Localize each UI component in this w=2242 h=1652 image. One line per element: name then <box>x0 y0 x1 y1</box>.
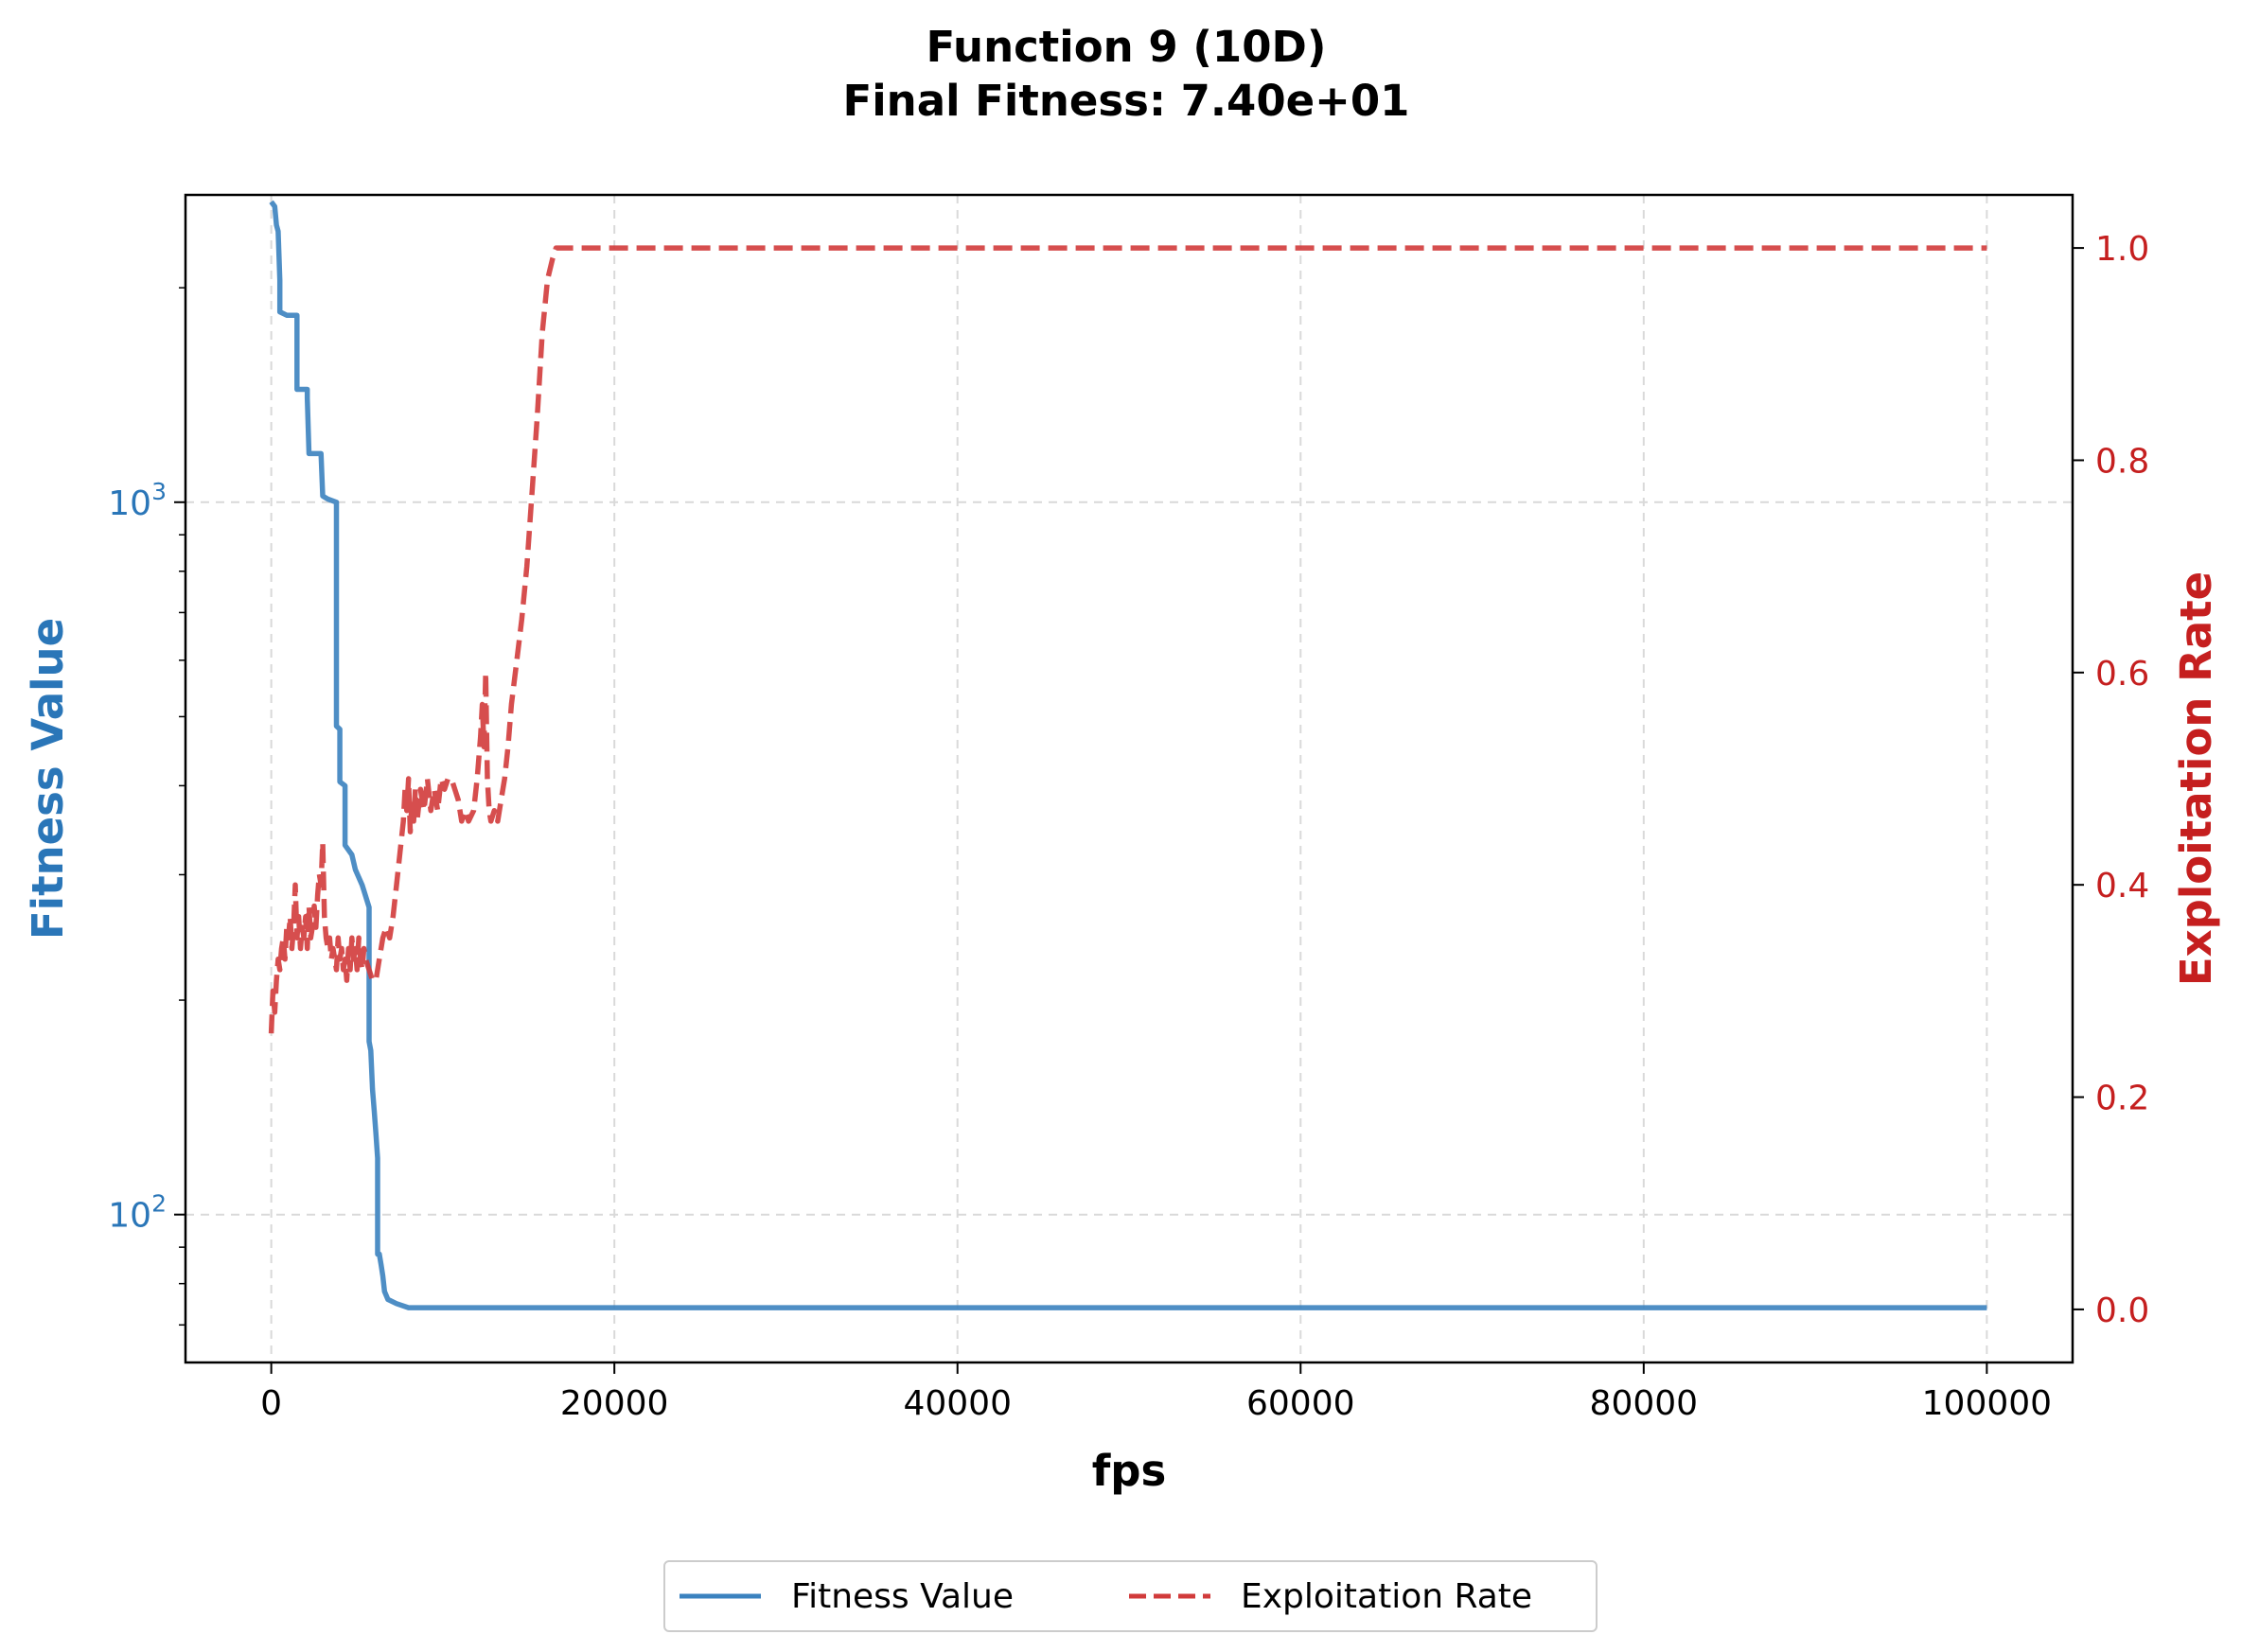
y-right-tick-label: 0.8 <box>2095 442 2149 481</box>
x-tick-label: 40000 <box>903 1384 1012 1423</box>
y-right-tick-label: 0.0 <box>2095 1292 2149 1330</box>
series-exploitation-rate <box>268 245 1987 1034</box>
grid <box>185 195 2073 1362</box>
chart-title: Function 9 (10D) <box>927 22 1327 72</box>
plot-frame <box>184 193 2074 1364</box>
chart-subtitle: Final Fitness: 7.40e+01 <box>843 76 1410 126</box>
x-tick-label: 60000 <box>1246 1384 1355 1423</box>
legend-label-fitness: Fitness Value <box>791 1577 1014 1616</box>
x-axis-label: fps <box>1092 1446 1167 1496</box>
legend-label-exploitation: Exploitation Rate <box>1241 1577 1532 1616</box>
x-tick-label: 20000 <box>560 1384 669 1423</box>
x-tick-label: 80000 <box>1590 1384 1699 1423</box>
y-axis-right: 0.0 0.2 0.4 0.6 0.8 1.0 <box>2073 230 2149 1330</box>
x-tick-label: 100000 <box>1922 1384 2052 1423</box>
y-left-tick-label: 102 <box>108 1190 167 1236</box>
series-layer <box>268 200 1987 1310</box>
y-right-tick-label: 0.2 <box>2095 1080 2149 1118</box>
legend: Fitness Value Exploitation Rate <box>663 1560 1598 1632</box>
y-axis-left-label: Fitness Value <box>23 618 73 940</box>
x-tick-label: 0 <box>260 1384 282 1423</box>
series-fitness-value <box>269 200 1987 1310</box>
y-axis-left: 102 103 <box>108 287 185 1327</box>
y-left-tick-label: 103 <box>108 478 167 523</box>
y-right-tick-label: 1.0 <box>2095 230 2149 269</box>
y-right-tick-label: 0.6 <box>2095 655 2149 694</box>
y-right-tick-label: 0.4 <box>2095 867 2149 905</box>
x-axis: 0 20000 40000 60000 80000 100000 <box>260 1362 2052 1423</box>
y-axis-right-label: Exploitation Rate <box>2171 571 2221 986</box>
